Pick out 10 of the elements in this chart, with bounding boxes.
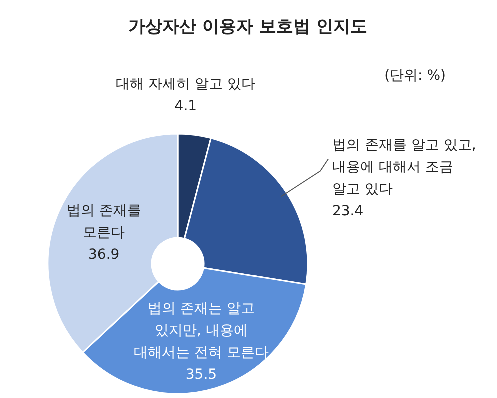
slice-label: 법의 존재는 알고 있지만, 내용에 대해서는 전혀 모른다 [134, 301, 269, 362]
data-label: 35.5 [186, 367, 218, 384]
data-label: 4.1 [174, 98, 198, 114]
data-label: 23.4 [332, 203, 364, 220]
slice-label: 법의 존재를 알고 있고, 내용에 대해서 조금 알고 있다 [332, 137, 476, 198]
text: (단위: %) [384, 68, 446, 84]
data-label: 36.9 [88, 246, 120, 263]
slice-label: 대해 자세히 알고 있다 [116, 76, 256, 92]
chart-title: 가상자산 이용자 보호법 인지도 [128, 17, 368, 37]
slice-label: 법의 존재를 모른다 [66, 202, 142, 241]
